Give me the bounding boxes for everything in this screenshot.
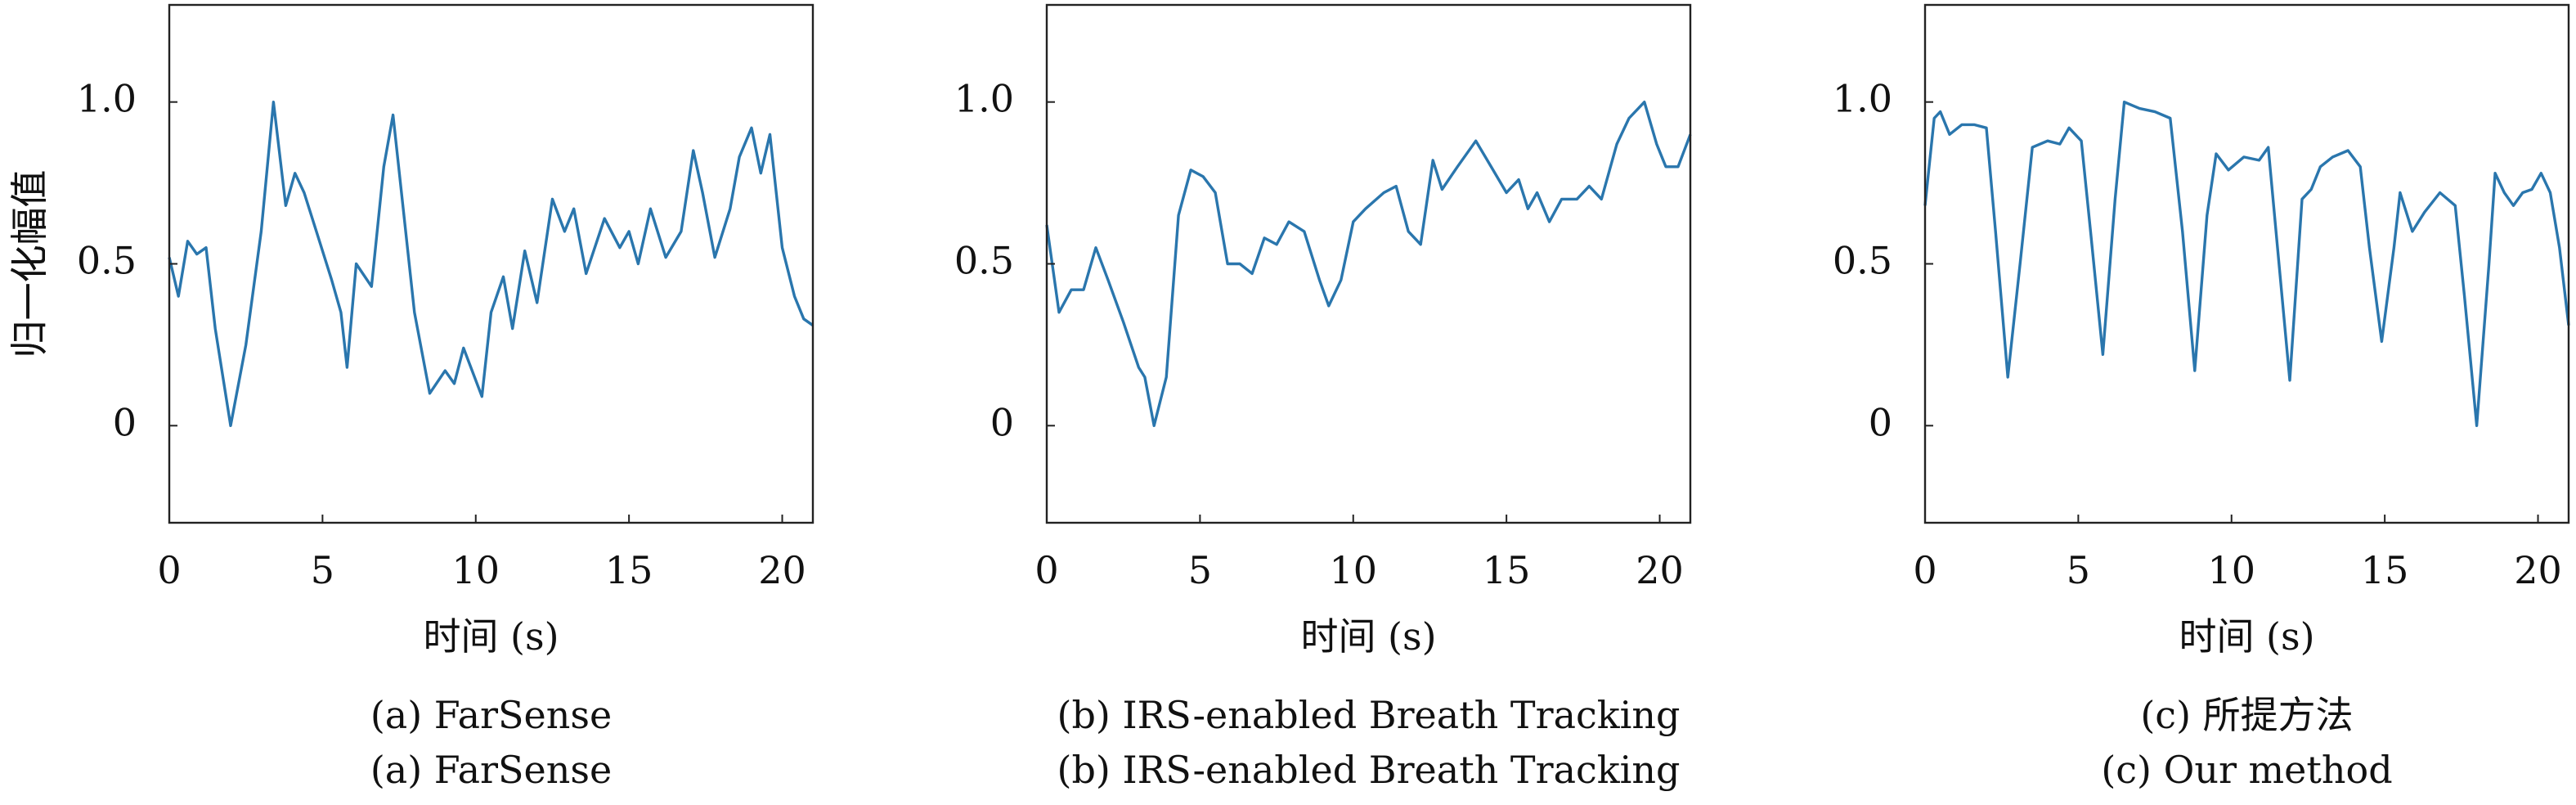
y-tick-label: 0.5	[1833, 239, 1892, 283]
x-tick-label: 5	[2067, 548, 2090, 592]
axes-frame	[1923, 3, 2570, 524]
caption: (a) FarSense	[370, 693, 612, 737]
y-tick-label: 1.0	[954, 77, 1014, 121]
data-line	[168, 101, 814, 427]
y-tick-label: 0.5	[954, 239, 1014, 283]
y-tick-label: 1.0	[77, 77, 137, 121]
data-line	[1045, 101, 1692, 427]
x-tick-label: 10	[451, 548, 500, 592]
y-axis-label: 归一化幅值	[7, 170, 52, 358]
caption: (a) FarSense	[370, 748, 612, 792]
x-axis-label: 时间 (s)	[2179, 614, 2314, 659]
x-axis-label: 时间 (s)	[1300, 614, 1436, 659]
y-axis-label: 归一化幅值	[7, 170, 52, 358]
x-tick-label: 15	[605, 548, 653, 592]
x-tick-label: 20	[758, 548, 806, 592]
caption: (b) IRS-enabled Breath Tracking	[1057, 748, 1681, 792]
x-tick-label: 0	[1034, 548, 1058, 592]
axes-frame	[1045, 3, 1692, 524]
x-tick-label: 5	[1188, 548, 1212, 592]
caption: (c) Our method	[2101, 748, 2392, 792]
y-tick-label: 0	[1869, 400, 1892, 444]
x-tick-label: 20	[2514, 548, 2562, 592]
x-tick-label: 15	[1483, 548, 1531, 592]
x-tick-label: 0	[157, 548, 181, 592]
x-axis-label: 时间 (s)	[423, 614, 559, 659]
x-tick-label: 20	[1636, 548, 1684, 592]
x-tick-label: 10	[2207, 548, 2255, 592]
x-tick-label: 5	[311, 548, 334, 592]
y-tick-label: 0.5	[77, 239, 137, 283]
y-tick-label: 0	[990, 400, 1014, 444]
x-tick-label: 0	[1913, 548, 1936, 592]
caption: (c) 所提方法	[2140, 693, 2353, 737]
axes-frame	[168, 3, 815, 524]
data-line	[1923, 101, 2570, 427]
caption: (b) IRS-enabled Breath Tracking	[1057, 693, 1681, 737]
x-tick-label: 10	[1329, 548, 1377, 592]
y-axis-label: 归一化幅值	[7, 170, 52, 358]
x-tick-label: 15	[2361, 548, 2409, 592]
y-tick-label: 1.0	[1833, 77, 1892, 121]
y-tick-label: 0	[113, 400, 137, 444]
